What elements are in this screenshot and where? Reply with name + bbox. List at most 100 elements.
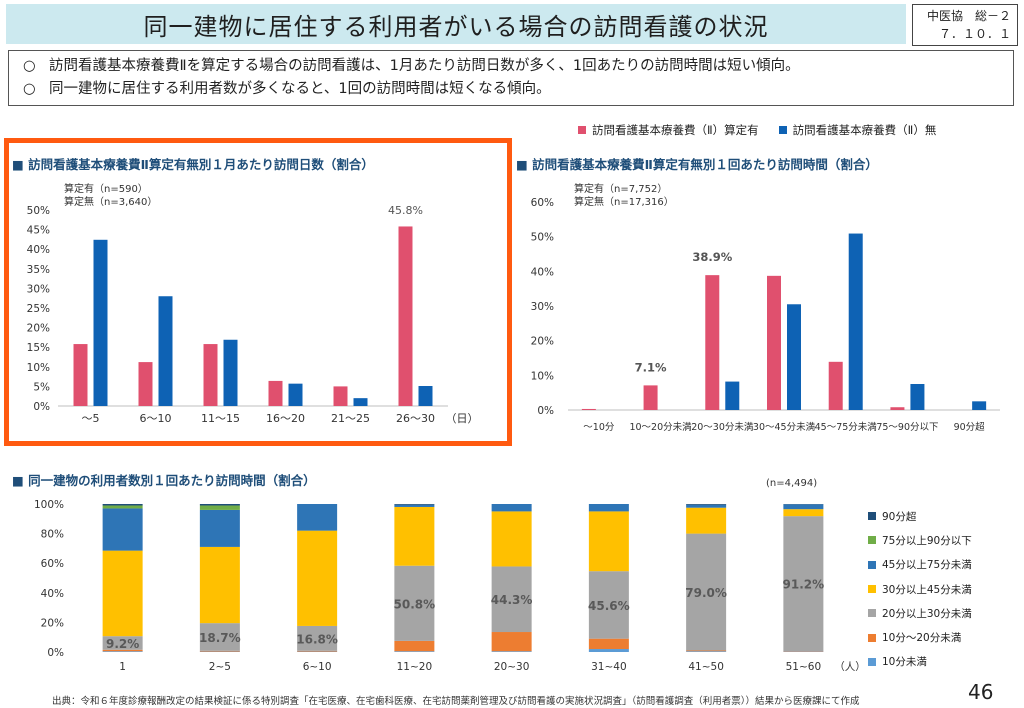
legend-label: 75分以上90分以下 [882,534,972,547]
data-label: 18.7% [199,631,241,645]
y-tick-label: 10% [531,370,554,382]
y-tick-label: 5% [33,381,50,393]
y-tick-label: 20% [27,323,50,335]
y-tick-label: 30% [27,283,50,295]
chart3-svg: 0% 20% 40% 60% 80% 100% 9.2% 1 18.7% 2~5 16.8% 6~10… [34,478,866,673]
stacked-bar-segment [297,650,338,652]
bar [910,384,925,410]
y-tick-label: 10% [27,362,50,374]
stacked-bar-segment [102,550,143,637]
legend-item: 20分以上30分未満 [868,601,972,625]
stacked-bar-segment [199,546,240,624]
bar [725,381,740,410]
bar [767,275,781,410]
stacked-bar-segment [686,650,727,652]
y-tick-label: 45% [27,225,50,237]
x-tick-label: 30～45分未満 [753,421,816,433]
bar [398,226,413,406]
y-tick-label: 20% [41,617,64,629]
x-tick-label: 6～10 [140,412,172,425]
legend-swatch [868,560,876,569]
n-label: (n=4,494) [766,478,817,489]
x-tick-label: 10～20分未満 [629,421,692,433]
y-tick-label: 60% [531,197,554,209]
y-tick-label: 50% [531,232,554,244]
stacked-bar-segment [686,533,727,651]
bar [93,239,108,406]
stacked-bar-segment [491,632,532,652]
x-tick-label: 31~40 [591,661,627,673]
stacked-bar-segment [102,649,143,652]
legend-swatch [578,126,586,134]
n-label: 算定無（n=3,640） [64,195,157,208]
bar [333,386,348,406]
bar [268,380,283,406]
x-tick-label: 20～30分未満 [691,421,754,433]
stacked-bar-segment [588,571,629,639]
legend-swatch [778,126,787,134]
highlight-frame [4,138,512,446]
y-tick-label: 15% [27,342,50,354]
stacked-bar-segment [394,565,435,641]
y-tick-label: 100% [34,499,64,511]
chart2-title: ■ 訪問看護基本療養費Ⅱ算定有無別１回あたり訪問時間（割合） [516,157,878,172]
n-label: 算定無（n=17,316） [574,195,674,208]
stacked-bar-segment [297,625,338,651]
bullet-mark: ○ [23,81,36,97]
legend-swatch [868,609,876,618]
stacked-bar-segment [394,504,435,507]
x-tick-label: 11～15 [201,412,240,425]
chart2-svg: 0% 10% 20% 30% 40% 50% 60% ～10分 10～20分未満 20～30分未満… [531,182,1000,433]
stacked-bar-segment [199,623,240,651]
legend-item: 訪問看護基本療養費（Ⅱ）算定有 [578,122,759,138]
chart1-title: ■ 訪問看護基本療養費Ⅱ算定有無別１月あたり訪問日数（割合） [12,157,374,172]
x-tick-label: 21～25 [331,412,370,425]
meeting-label: 中医協 総－２ ７．１０．１ [912,4,1018,46]
bar [418,386,433,406]
x-tick-label: 45～75分未満 [815,421,878,433]
y-tick-label: 0% [537,405,554,417]
data-label: 50.8% [394,597,436,611]
legend-label: 訪問看護基本療養費（Ⅱ）無 [792,123,937,137]
legend-label: 45分以上75分未満 [882,559,972,572]
stacked-bar-segment [491,566,532,633]
legend-swatch [868,536,876,545]
stacked-bar-segment [102,636,143,650]
data-label: 79.0% [685,586,727,600]
bar [705,275,720,410]
x-tick-label: ～5 [82,412,100,425]
summary-line: 同一建物に居住する利用者数が多くなると、1回の訪問時間は短くなる傾向。 [49,81,551,97]
y-tick-label: 0% [33,401,50,413]
y-tick-label: 25% [27,303,50,315]
bar [581,408,596,410]
bar [848,233,863,410]
stacked-bar-segment [102,504,143,506]
data-label: 91.2% [783,578,825,592]
legend-swatch [868,633,876,642]
stacked-bar-segment [686,504,727,505]
legend-item: 45分以上75分未満 [868,553,972,577]
stacked-bar-segment [686,651,727,652]
meeting-label-line1: 中医協 総－２ [926,9,1011,23]
stacked-bar-segment [491,651,532,652]
title-bar: 同一建物に居住する利用者がいる場合の訪問看護の状況 [6,4,906,44]
data-label: 16.8% [296,632,338,646]
legend-label: 90分超 [882,510,917,523]
x-tick-label: 41~50 [688,661,724,673]
data-label: 45.8% [388,204,423,217]
legend-bottom: 90分超 75分以上90分以下 45分以上75分未満 30分以上45分未満 20… [868,504,972,674]
y-tick-label: 0% [47,647,64,659]
y-tick-label: 30% [531,301,554,313]
summary-row: ○ 同一建物に居住する利用者数が多くなると、1回の訪問時間は短くなる傾向。 [23,78,999,101]
x-tick-label: 6~10 [303,661,332,673]
legend-top: 訪問看護基本療養費（Ⅱ）算定有 訪問看護基本療養費（Ⅱ）無 [578,122,936,138]
x-tick-label: 1 [119,661,126,673]
legend-swatch [868,512,876,521]
legend-label: 30分以上45分未満 [882,583,972,596]
y-tick-label: 40% [27,244,50,256]
x-tick-label: 90分超 [954,421,986,433]
stacked-bar-segment [102,651,143,652]
chart3-title: ■ 同一建物の利用者数別１回あたり訪問時間（割合） [12,473,316,488]
y-tick-label: 60% [41,558,64,570]
legend-swatch [868,585,876,594]
